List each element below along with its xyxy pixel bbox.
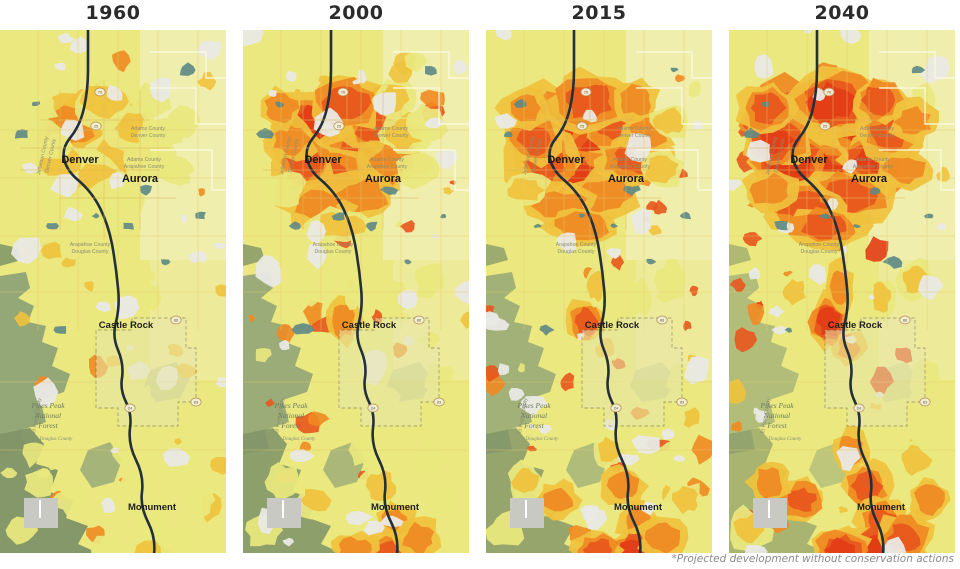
svg-text:Arapahoe County: Arapahoe County (367, 164, 408, 170)
svg-text:25: 25 (823, 124, 828, 129)
svg-text:83: 83 (680, 400, 685, 405)
svg-text:Arapahoe County: Arapahoe County (124, 164, 165, 170)
svg-text:83: 83 (194, 400, 199, 405)
svg-text:Arapahoe County: Arapahoe County (556, 242, 597, 248)
svg-text:Adams County: Adams County (374, 126, 408, 132)
svg-text:Aurora: Aurora (122, 173, 159, 185)
svg-text:Pikes Peak: Pikes Peak (273, 401, 308, 410)
svg-text:Arapahoe County: Arapahoe County (70, 242, 111, 248)
svg-text:Denver: Denver (547, 154, 585, 166)
svg-text:Forest: Forest (280, 421, 301, 430)
svg-text:Aurora: Aurora (365, 173, 402, 185)
svg-text:Arapahoe County: Arapahoe County (610, 164, 651, 170)
svg-text:Denver County: Denver County (860, 133, 895, 139)
svg-text:86: 86 (417, 318, 422, 323)
svg-text:86: 86 (903, 318, 908, 323)
svg-text:Adams County: Adams County (127, 157, 161, 163)
svg-text:Monument: Monument (128, 502, 177, 513)
svg-text:Castle Rock: Castle Rock (585, 320, 640, 331)
map-panel-2015[interactable]: 70 25 86 83 24 Adams County Denver County Adams… (486, 30, 712, 553)
svg-text:Pikes Peak: Pikes Peak (759, 401, 794, 410)
svg-text:24: 24 (614, 406, 619, 411)
svg-text:National: National (34, 411, 61, 420)
panel-title-3: 2015 (571, 2, 627, 24)
svg-text:70: 70 (827, 90, 832, 95)
svg-text:Castle Rock: Castle Rock (342, 320, 397, 331)
svg-text:Adams County: Adams County (613, 157, 647, 163)
svg-text:Douglas County: Douglas County (282, 437, 316, 442)
svg-text:National: National (520, 411, 547, 420)
svg-text:25: 25 (580, 124, 585, 129)
svg-text:Pikes Peak: Pikes Peak (516, 401, 551, 410)
svg-text:Denver County: Denver County (374, 133, 409, 139)
svg-text:Douglas County: Douglas County (768, 437, 802, 442)
svg-text:Aurora: Aurora (851, 173, 888, 185)
svg-text:Forest: Forest (523, 421, 544, 430)
svg-text:Douglas County: Douglas County (558, 249, 595, 255)
panel-title-1: 1960 (85, 2, 141, 24)
map-panel-2000[interactable]: 70 25 86 83 24 Adams County Denver County Adams… (243, 30, 469, 553)
svg-text:70: 70 (98, 90, 103, 95)
svg-text:Adams County: Adams County (131, 126, 165, 132)
svg-text:86: 86 (174, 318, 179, 323)
svg-text:Adams County: Adams County (617, 126, 651, 132)
svg-text:Adams County: Adams County (860, 126, 894, 132)
svg-text:25: 25 (337, 124, 342, 129)
svg-text:Castle Rock: Castle Rock (99, 320, 154, 331)
map-panel-2040[interactable]: 70 25 86 83 24 Adams County Denver County Adams… (729, 30, 955, 553)
svg-text:Denver County: Denver County (617, 133, 652, 139)
svg-text:25: 25 (94, 124, 99, 129)
svg-text:83: 83 (437, 400, 442, 405)
svg-text:Aurora: Aurora (608, 173, 645, 185)
svg-text:Arapahoe County: Arapahoe County (853, 164, 894, 170)
svg-text:Douglas County: Douglas County (525, 437, 559, 442)
svg-text:Douglas County: Douglas County (801, 249, 838, 255)
svg-text:Douglas County: Douglas County (39, 437, 73, 442)
svg-text:National: National (763, 411, 790, 420)
svg-text:Denver: Denver (304, 154, 342, 166)
panel-title-2: 2000 (328, 2, 384, 24)
svg-text:Denver County: Denver County (131, 133, 166, 139)
svg-text:Castle Rock: Castle Rock (828, 320, 883, 331)
svg-text:Forest: Forest (37, 421, 58, 430)
svg-text:Denver: Denver (61, 154, 99, 166)
svg-text:24: 24 (128, 406, 133, 411)
svg-text:Monument: Monument (614, 502, 663, 513)
svg-text:86: 86 (660, 318, 665, 323)
svg-text:National: National (277, 411, 304, 420)
svg-text:Pikes Peak: Pikes Peak (30, 401, 65, 410)
svg-text:Monument: Monument (857, 502, 906, 513)
svg-text:70: 70 (584, 90, 589, 95)
svg-text:Arapahoe County: Arapahoe County (313, 242, 354, 248)
svg-text:Adams County: Adams County (370, 157, 404, 163)
svg-text:83: 83 (923, 400, 928, 405)
svg-text:Denver: Denver (790, 154, 828, 166)
svg-text:Monument: Monument (371, 502, 420, 513)
svg-text:70: 70 (341, 90, 346, 95)
svg-text:Douglas County: Douglas County (72, 249, 109, 255)
panel-title-4: 2040 (814, 2, 870, 24)
svg-text:24: 24 (857, 406, 862, 411)
svg-text:Arapahoe County: Arapahoe County (799, 242, 840, 248)
svg-text:24: 24 (371, 406, 376, 411)
map-panel-1960[interactable]: 70 25 86 83 24 Adams County Denver County Adams… (0, 30, 226, 553)
svg-text:Forest: Forest (766, 421, 787, 430)
figure-footnote: *Projected development without conservat… (671, 553, 954, 565)
svg-text:Adams County: Adams County (856, 157, 890, 163)
svg-text:Douglas County: Douglas County (315, 249, 352, 255)
